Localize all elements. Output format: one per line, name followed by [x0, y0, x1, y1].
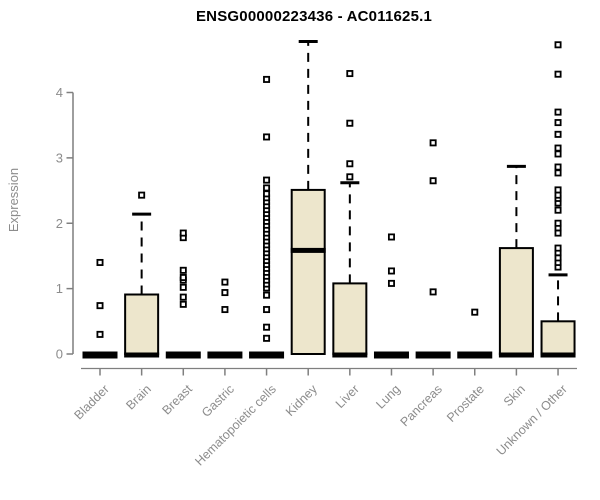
outlier-point	[554, 144, 562, 152]
boxplot-group-skin	[498, 164, 534, 358]
boxplot-group-lung	[373, 233, 409, 359]
outlier-point	[138, 191, 146, 199]
boxplot-group-unknown-other	[540, 41, 576, 358]
box	[332, 282, 368, 355]
outlier-point	[429, 288, 437, 296]
outlier-point	[221, 278, 229, 286]
collapsed-box	[373, 351, 409, 359]
outlier-point	[96, 330, 104, 338]
box	[290, 188, 326, 355]
outlier-point	[263, 306, 271, 314]
y-tick-label: 0	[56, 347, 63, 362]
boxplot-group-bladder	[82, 258, 118, 359]
collapsed-box	[457, 351, 493, 359]
outlier-point	[554, 219, 562, 227]
boxplot-group-hematopoietic-cells	[249, 75, 285, 359]
outlier-point	[263, 184, 271, 192]
y-tick-label: 2	[56, 216, 63, 231]
outlier-point	[221, 289, 229, 297]
chart-title: ENSG00000223436 - AC011625.1	[195, 8, 433, 25]
boxplot-group-gastric	[207, 278, 243, 359]
outlier-point	[554, 206, 562, 214]
outlier-point	[554, 169, 562, 177]
outlier-point	[179, 266, 187, 274]
outlier-point	[429, 139, 437, 147]
outlier-point	[554, 70, 562, 78]
outlier-point	[554, 244, 562, 252]
box	[124, 293, 160, 356]
boxplot-group-pancreas	[415, 139, 451, 359]
outlier-point	[554, 108, 562, 116]
outlier-point	[554, 186, 562, 194]
outlier-point	[221, 306, 229, 314]
outlier-point	[263, 176, 271, 184]
outlier-point	[346, 173, 354, 181]
outlier-point	[179, 274, 187, 282]
outlier-point	[263, 291, 271, 299]
outlier-point	[96, 302, 104, 310]
collapsed-box	[415, 351, 451, 359]
collapsed-box	[207, 351, 243, 359]
collapsed-box	[249, 351, 285, 359]
outlier-point	[346, 70, 354, 78]
median-line	[290, 247, 326, 253]
outlier-point	[346, 160, 354, 168]
outlier-point	[471, 308, 479, 316]
outlier-point	[387, 233, 395, 241]
collapsed-box	[82, 351, 118, 359]
outlier-point	[387, 279, 395, 287]
outlier-point	[96, 258, 104, 266]
outlier-point	[263, 133, 271, 141]
y-tick-label: 3	[56, 150, 63, 165]
outlier-point	[263, 190, 271, 198]
outlier-point	[554, 130, 562, 138]
y-tick-label: 1	[56, 281, 63, 296]
boxplot-group-prostate	[457, 308, 493, 359]
median-line	[332, 352, 368, 358]
outlier-point	[554, 150, 562, 158]
box	[498, 247, 534, 355]
median-line	[498, 352, 534, 358]
outlier-point	[179, 300, 187, 308]
outlier-point	[179, 229, 187, 237]
collapsed-box	[165, 351, 201, 359]
boxplot-group-breast	[165, 229, 201, 359]
outlier-point	[554, 41, 562, 49]
outlier-point	[429, 177, 437, 185]
outlier-point	[346, 119, 354, 127]
boxplot-group-liver	[332, 70, 368, 358]
boxplot-group-kidney	[290, 40, 326, 355]
outlier-point	[263, 323, 271, 331]
outlier-point	[179, 283, 187, 291]
median-line	[540, 352, 576, 358]
median-line	[124, 352, 160, 358]
outlier-point	[179, 293, 187, 301]
y-tick-label: 4	[56, 85, 63, 100]
outlier-point	[387, 267, 395, 275]
outlier-point	[554, 119, 562, 127]
outlier-point	[554, 163, 562, 171]
outlier-point	[263, 75, 271, 83]
outlier-point	[263, 334, 271, 342]
box	[540, 320, 576, 355]
boxplot-group-brain	[124, 191, 160, 358]
